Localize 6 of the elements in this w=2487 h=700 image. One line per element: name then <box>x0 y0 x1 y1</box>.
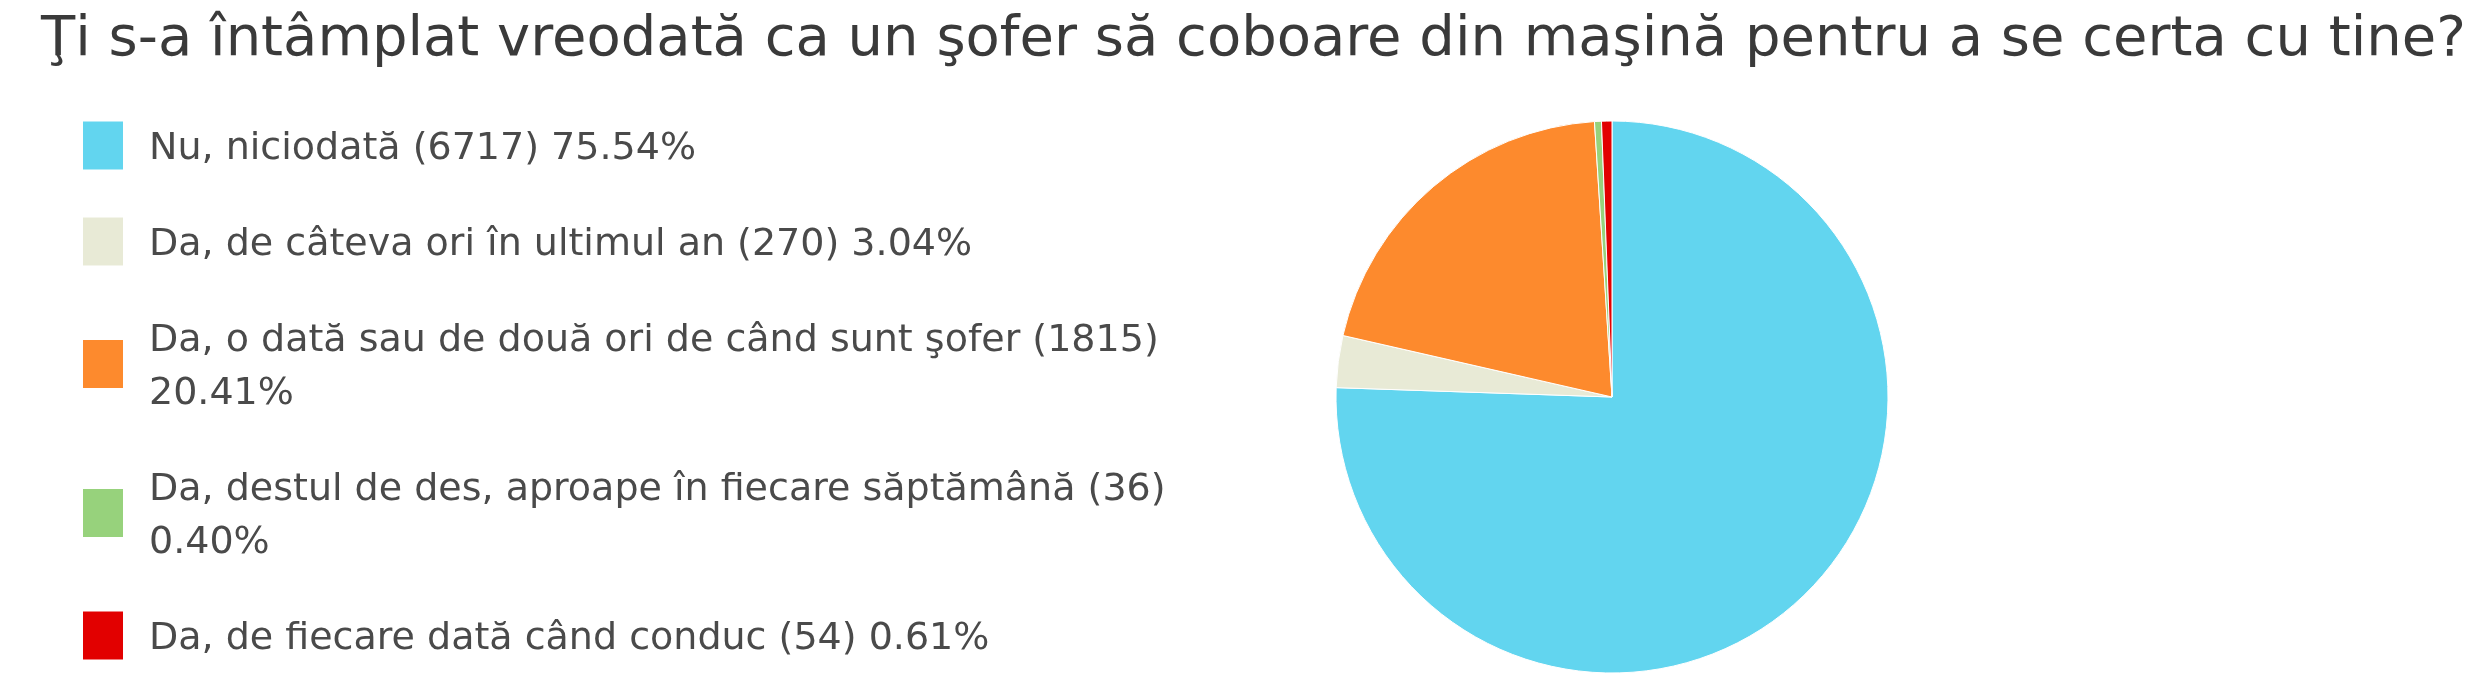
legend-label: Nu, niciodată (6717) 75.54% <box>149 123 697 168</box>
legend-label: Da, destul de des, aproape în fiecare săptămână (36) 0.40% <box>149 464 1178 562</box>
chart-title: Ţi s-a întâmplat vreodată ca un şofer să coboare din maşină pentru a se certa cu tine? <box>40 2 2466 68</box>
legend-label: Da, o dată sau de două ori de când sunt şofer (1815) 20.41% <box>149 315 1171 413</box>
legend-label: Da, de fiecare dată când conduc (54) 0.61% <box>149 613 990 658</box>
legend-label: Da, de câteva ori în ultimul an (270) 3.04% <box>149 219 973 264</box>
